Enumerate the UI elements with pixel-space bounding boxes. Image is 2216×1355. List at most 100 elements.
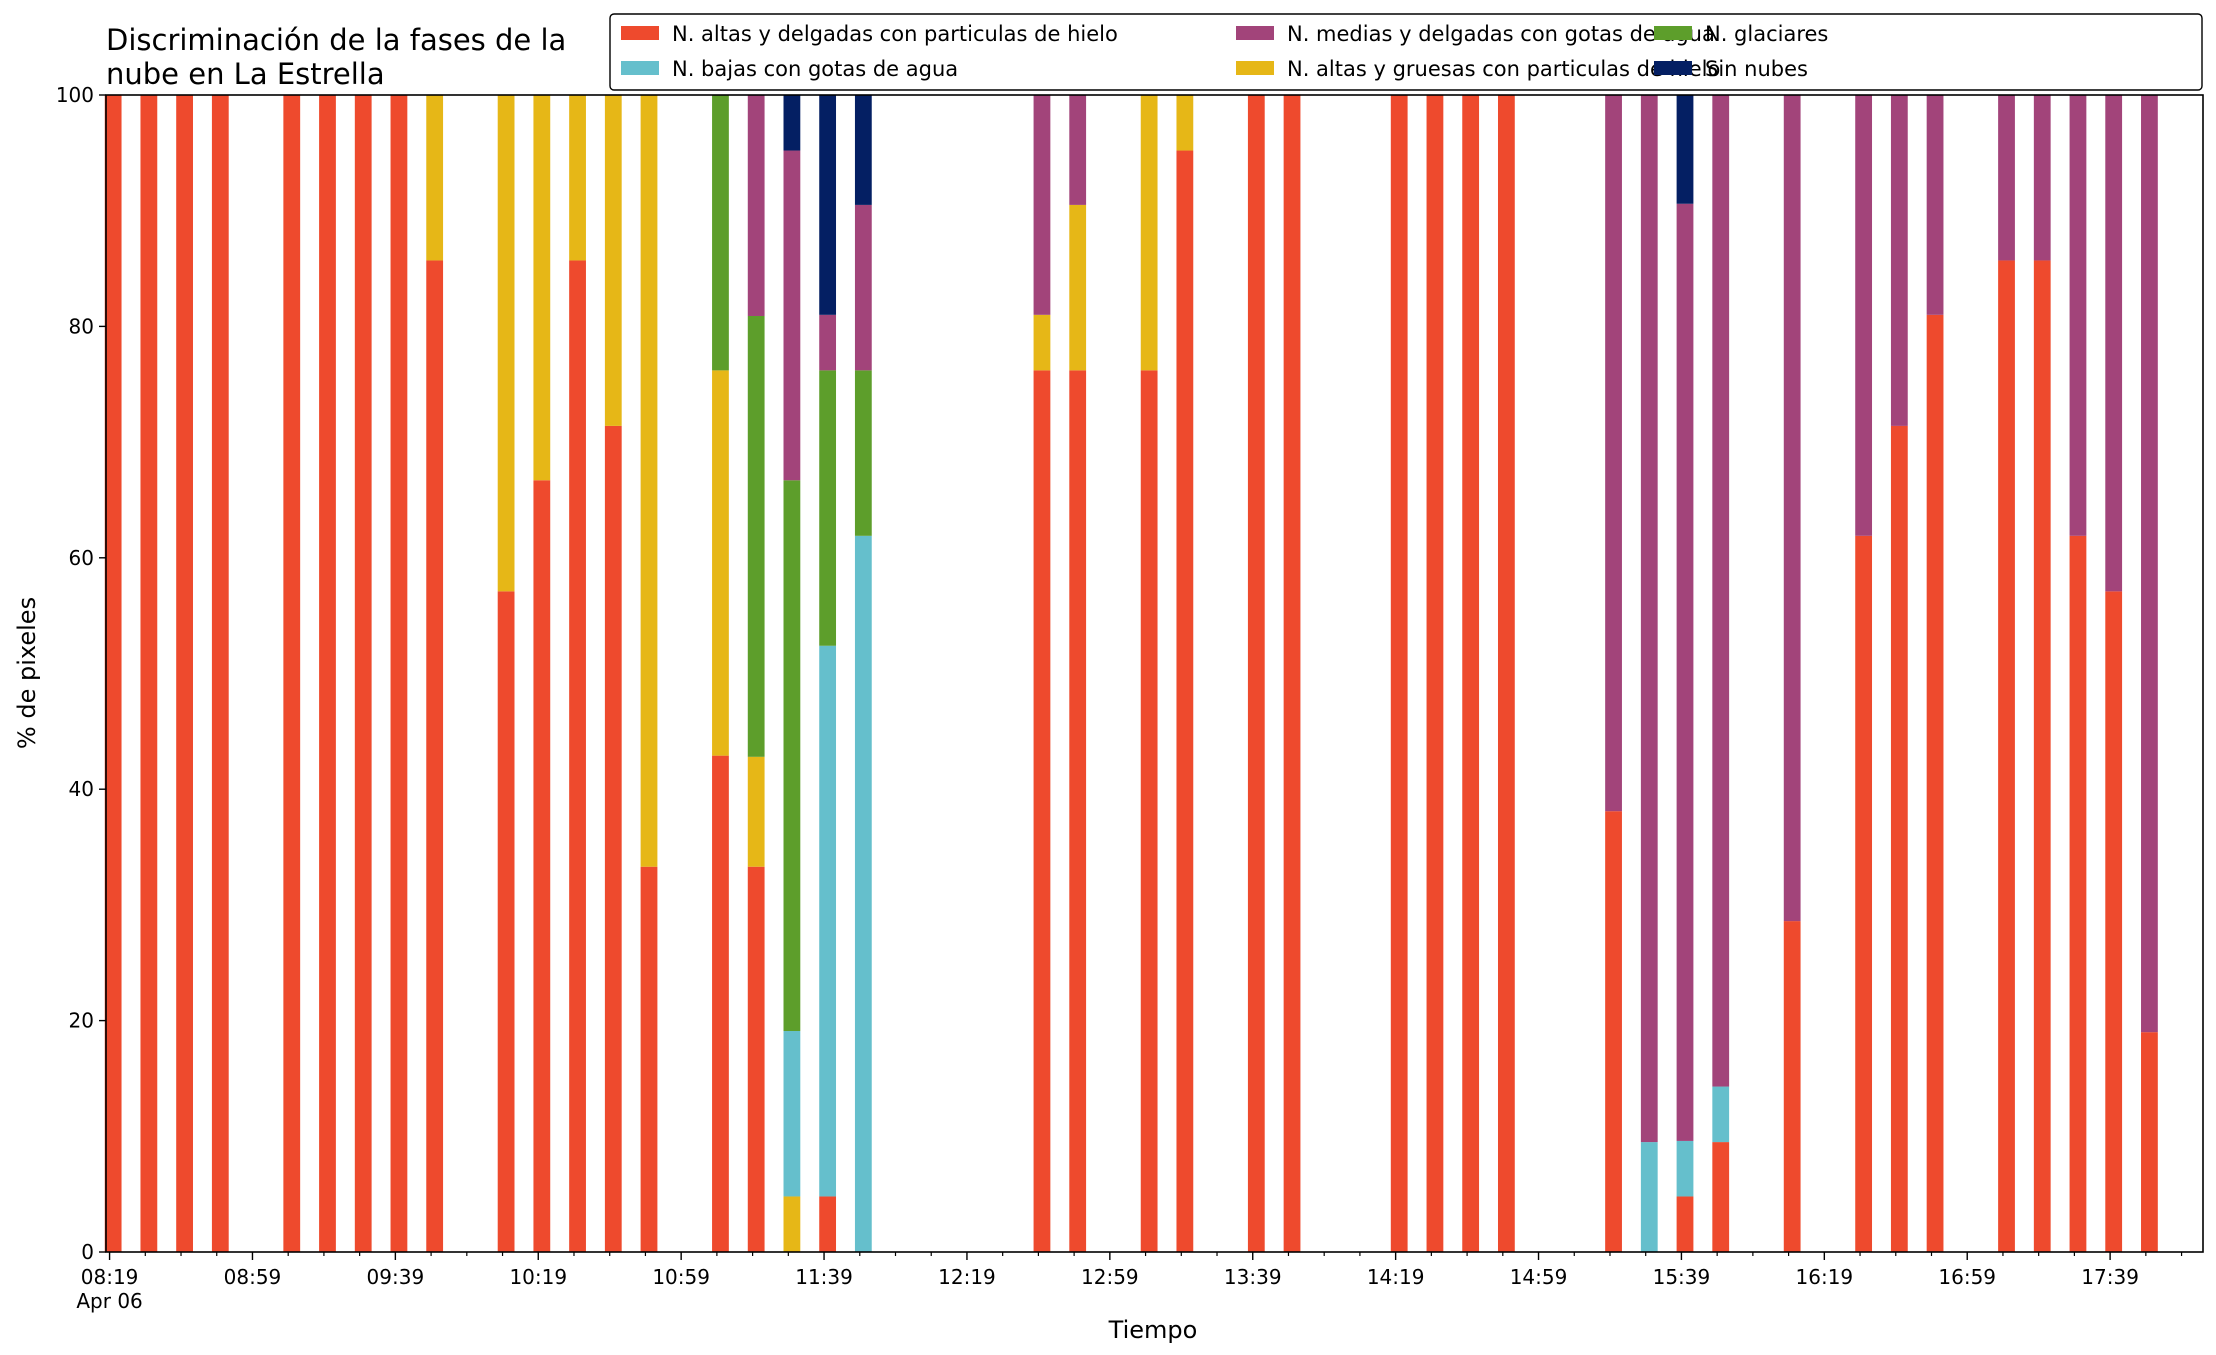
- bar-stack: [640, 95, 658, 1252]
- y-tick-label: 40: [69, 777, 94, 801]
- bar-stack: [783, 95, 801, 1252]
- x-tick-label: 09:39: [367, 1265, 425, 1289]
- x-tick-label: 14:59: [1510, 1265, 1568, 1289]
- bar-stack: [1855, 95, 1873, 1252]
- bar-stack: [747, 95, 765, 1252]
- legend-swatch: [1236, 61, 1274, 75]
- bar-segment: [1033, 370, 1051, 1252]
- bar-segment: [319, 95, 336, 1252]
- bar-segment: [604, 95, 622, 426]
- bar-stack: [1926, 95, 1944, 1253]
- bar-segment: [1283, 95, 1301, 1252]
- bar-segment: [1998, 95, 2015, 261]
- bar-segment: [1676, 203, 1694, 1141]
- bar-segment: [1712, 95, 1730, 1087]
- bar-segment: [819, 314, 837, 371]
- x-axis-label: Tiempo: [1108, 1316, 1198, 1344]
- bar-segment: [497, 95, 515, 592]
- bar-stack: [2141, 95, 2158, 1252]
- bar-segment: [1926, 95, 1944, 315]
- bar-segment: [1640, 95, 1658, 1143]
- bar-segment: [2141, 95, 2158, 1033]
- bar-stack: [1640, 95, 1658, 1252]
- bar-segment: [1069, 370, 1087, 1252]
- bar-segment: [497, 591, 515, 1252]
- bar-segment: [1890, 425, 1908, 1252]
- legend: N. altas y delgadas con particulas de hi…: [609, 13, 2203, 91]
- bar-segment: [819, 645, 837, 1197]
- bar-stack: [497, 95, 515, 1252]
- y-axis: 0 20 40 60 80 100: [56, 83, 106, 1264]
- legend-swatch: [621, 26, 659, 40]
- bar-stack: [854, 95, 872, 1252]
- bar-stack: [533, 95, 551, 1252]
- x-tick-label: 15:39: [1653, 1265, 1711, 1289]
- bar-segment: [354, 95, 372, 1252]
- x-tick-label: 12:59: [1081, 1265, 1139, 1289]
- bar-segment: [1712, 1142, 1730, 1252]
- bar-segment: [1783, 95, 1801, 922]
- bar-segment: [1497, 95, 1515, 1252]
- bar-segment: [712, 755, 729, 1252]
- bar-stack: [283, 95, 301, 1252]
- bar-segment: [640, 95, 658, 867]
- bar-segment: [1033, 95, 1051, 315]
- bar-stack: [1033, 95, 1051, 1252]
- bar-stack: [2069, 95, 2087, 1252]
- bar-segment: [1676, 1140, 1694, 1197]
- bar-segment: [1926, 314, 1944, 1253]
- bar-stack: [569, 95, 586, 1252]
- bar-segment: [140, 95, 158, 1252]
- bar-stack: [176, 95, 193, 1252]
- bar-segment: [533, 95, 551, 481]
- bar-segment: [1247, 95, 1265, 1252]
- bar-segment: [854, 370, 872, 536]
- bar-stack: [2105, 95, 2123, 1252]
- bar-segment: [640, 866, 658, 1252]
- bar-segment: [1998, 260, 2015, 1252]
- bar-segment: [390, 95, 408, 1252]
- bar-segment: [1176, 150, 1194, 1252]
- bar-segment: [2069, 535, 2087, 1252]
- bar-segment: [1676, 1196, 1694, 1252]
- y-tick-label: 20: [69, 1009, 94, 1033]
- bar-stack: [319, 95, 336, 1252]
- x-tick-label: 12:19: [938, 1265, 996, 1289]
- legend-swatch: [1654, 61, 1692, 75]
- y-tick-label: 60: [69, 546, 94, 570]
- bar-stack: [1712, 95, 1730, 1252]
- bar-stack: [1176, 95, 1194, 1252]
- bar-segment: [1605, 811, 1622, 1252]
- bar-stack: [1605, 95, 1622, 1252]
- bar-stack: [1783, 95, 1801, 1252]
- bar-segment: [1783, 921, 1801, 1252]
- bar-stack: [1998, 95, 2015, 1252]
- bar-stack: [1390, 95, 1408, 1252]
- bar-segment: [1605, 95, 1622, 812]
- legend-label: N. medias y delgadas con gotas de agua: [1287, 22, 1715, 46]
- bar-segment: [569, 95, 586, 261]
- legend-box: [609, 13, 2203, 91]
- bar-stack: [1069, 95, 1087, 1252]
- legend-label: N. glaciares: [1705, 22, 1828, 46]
- x-tick-label: 14:19: [1367, 1265, 1425, 1289]
- bar-segment: [1140, 95, 1158, 371]
- bar-segment: [712, 370, 729, 756]
- bar-segment: [747, 315, 765, 757]
- legend-label: N. bajas con gotas de agua: [672, 57, 958, 81]
- bar-segment: [533, 480, 551, 1252]
- x-tick-label: 11:39: [795, 1265, 853, 1289]
- bar-segment: [426, 260, 444, 1252]
- bar-segment: [2033, 95, 2051, 261]
- bar-stack: [1497, 95, 1515, 1252]
- bar-segment: [1140, 370, 1158, 1252]
- bar-stack: [390, 95, 408, 1252]
- chart-title-line-1: Discriminación de la fases de la: [106, 23, 566, 57]
- bar-segment: [819, 1196, 837, 1252]
- bar-segment: [1069, 204, 1087, 371]
- bar-stack: [1890, 95, 1908, 1252]
- bar-segment: [854, 535, 872, 1252]
- bar-segment: [1676, 95, 1694, 204]
- bar-segment: [1390, 95, 1408, 1252]
